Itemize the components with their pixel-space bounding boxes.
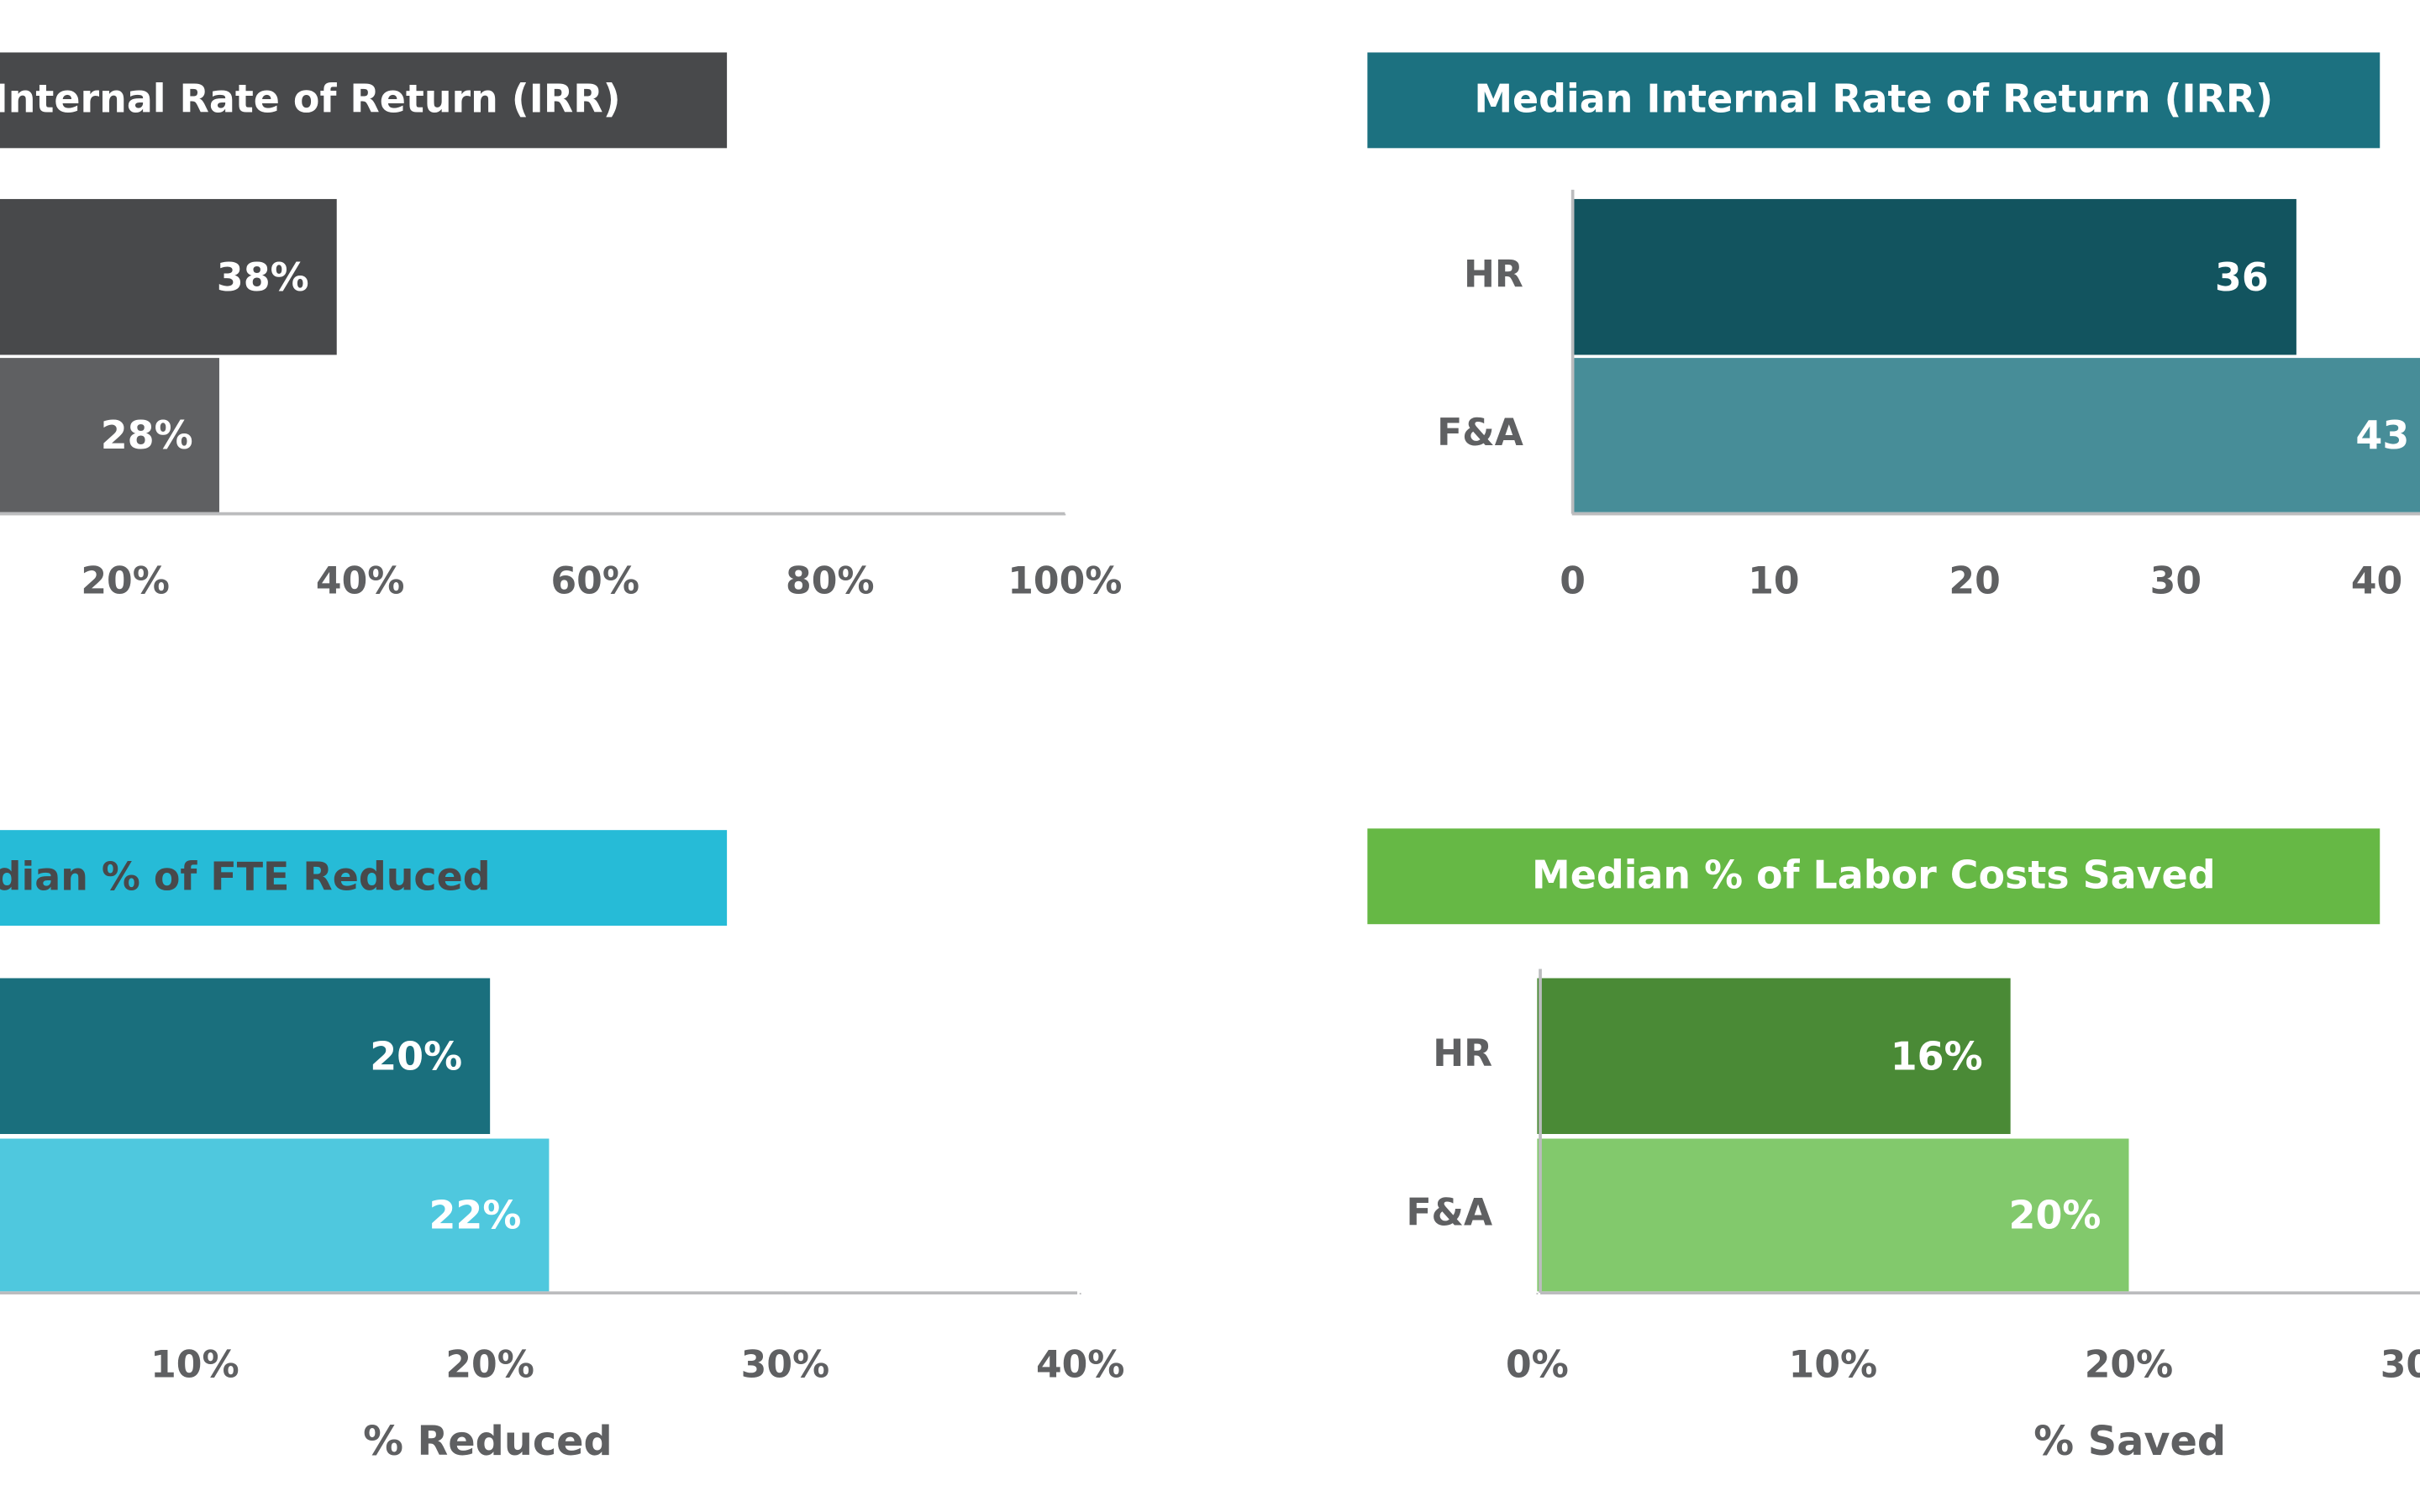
bar — [1572, 198, 2296, 355]
title-bar — [0, 830, 728, 927]
x-tick-label: 20% — [2085, 1343, 2174, 1386]
x-tick-label: 0% — [1506, 1343, 1569, 1386]
x-axis-label: % Saved — [2033, 1419, 2226, 1465]
x-tick-label: 10% — [150, 1343, 239, 1386]
x-tick-label: 30% — [2381, 1343, 2420, 1386]
x-tick-label: 10% — [1789, 1343, 1878, 1386]
bar — [0, 358, 219, 512]
value-label: 38% — [217, 255, 309, 300]
title-bar — [1367, 828, 2381, 925]
x-tick-label: 20% — [81, 559, 170, 602]
category-label: HR — [1464, 254, 1523, 297]
bar — [1572, 358, 2420, 512]
x-tick-label: 20 — [1949, 559, 2000, 602]
category-label: HR — [1433, 1032, 1492, 1075]
bar — [0, 978, 491, 1134]
x-tick-label: 100% — [1007, 559, 1122, 602]
value-label: 16% — [1891, 1033, 1983, 1079]
x-tick-label: 40% — [316, 559, 405, 602]
x-tick-label: 40% — [1036, 1343, 1125, 1386]
value-label: 20% — [2009, 1193, 2102, 1238]
chart-title: dian % of FTE Reduced — [0, 853, 491, 899]
x-tick-label: 80% — [786, 559, 875, 602]
value-label: 22% — [429, 1193, 521, 1238]
bar — [1537, 1138, 2129, 1292]
title-bar — [1367, 52, 2381, 149]
x-tick-label: 40 — [2351, 559, 2402, 602]
value-label: 20% — [370, 1033, 462, 1079]
chart-title: Internal Rate of Return (IRR) — [0, 76, 621, 122]
x-axis-label: % Reduced — [363, 1419, 613, 1465]
category-label: F&A — [1406, 1191, 1492, 1234]
title-bar — [0, 52, 728, 149]
bar — [0, 198, 337, 355]
x-tick-label: 0 — [1560, 559, 1586, 602]
bar — [0, 1138, 550, 1292]
value-label: 43 — [2355, 412, 2409, 458]
bar — [1537, 978, 2011, 1134]
chart-title: Median Internal Rate of Return (IRR) — [1474, 76, 2273, 122]
category-label: F&A — [1437, 412, 1523, 454]
x-tick-label: 30% — [741, 1343, 830, 1386]
chart-title: Median % of Labor Costs Saved — [1532, 853, 2216, 898]
x-tick-label: 30 — [2150, 559, 2202, 602]
x-tick-label: 10 — [1748, 559, 1799, 602]
value-label: 28% — [101, 412, 193, 458]
x-tick-label: 60% — [550, 559, 639, 602]
x-tick-label: 20% — [445, 1343, 534, 1386]
value-label: 36 — [2215, 255, 2269, 300]
